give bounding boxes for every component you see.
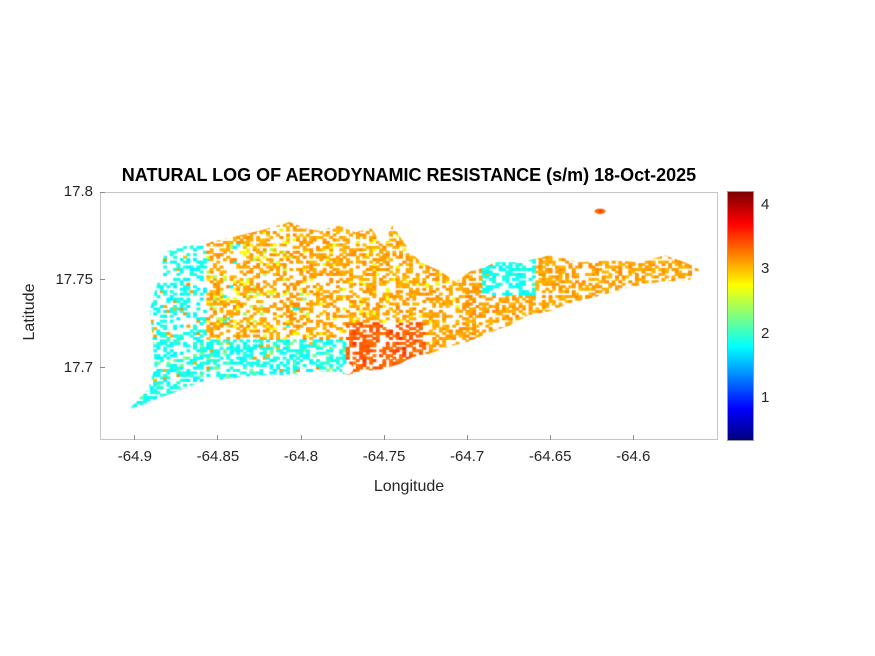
tick-mark — [100, 191, 105, 193]
island-heatmap-canvas — [100, 192, 718, 440]
x-tick-label: -64.6 — [616, 448, 651, 465]
tick-mark — [466, 435, 468, 440]
x-axis-label: Longitude — [373, 478, 445, 495]
x-tick-label: -64.85 — [196, 448, 240, 465]
tick-mark — [134, 435, 136, 440]
tick-mark — [632, 435, 634, 440]
x-tick-label: -64.8 — [283, 448, 319, 465]
x-tick-label: -64.75 — [362, 448, 406, 465]
tick-mark — [383, 435, 385, 440]
y-tick-label: 17.75 — [55, 270, 93, 288]
x-tick-label: -64.7 — [450, 448, 485, 465]
colorbar-tick-label: 3 — [761, 260, 770, 278]
colorbar-tick-label: 1 — [761, 389, 770, 407]
tick-mark — [100, 367, 105, 369]
y-tick-label: 17.7 — [63, 358, 93, 376]
y-axis-label: Latitude — [21, 283, 38, 341]
tick-mark — [549, 435, 551, 440]
y-tick-label: 17.8 — [63, 183, 93, 200]
tick-mark — [100, 279, 105, 281]
x-tick-label: -64.9 — [117, 448, 152, 465]
colorbar-tick-label: 2 — [761, 324, 770, 342]
colorbar-canvas — [728, 192, 753, 440]
chart-title: NATURAL LOG OF AERODYNAMIC RESISTANCE (s… — [121, 165, 697, 185]
x-tick-label: -64.65 — [528, 448, 572, 465]
tick-mark — [217, 435, 219, 440]
tick-mark — [300, 435, 302, 440]
colorbar-tick-label: 4 — [761, 195, 770, 213]
